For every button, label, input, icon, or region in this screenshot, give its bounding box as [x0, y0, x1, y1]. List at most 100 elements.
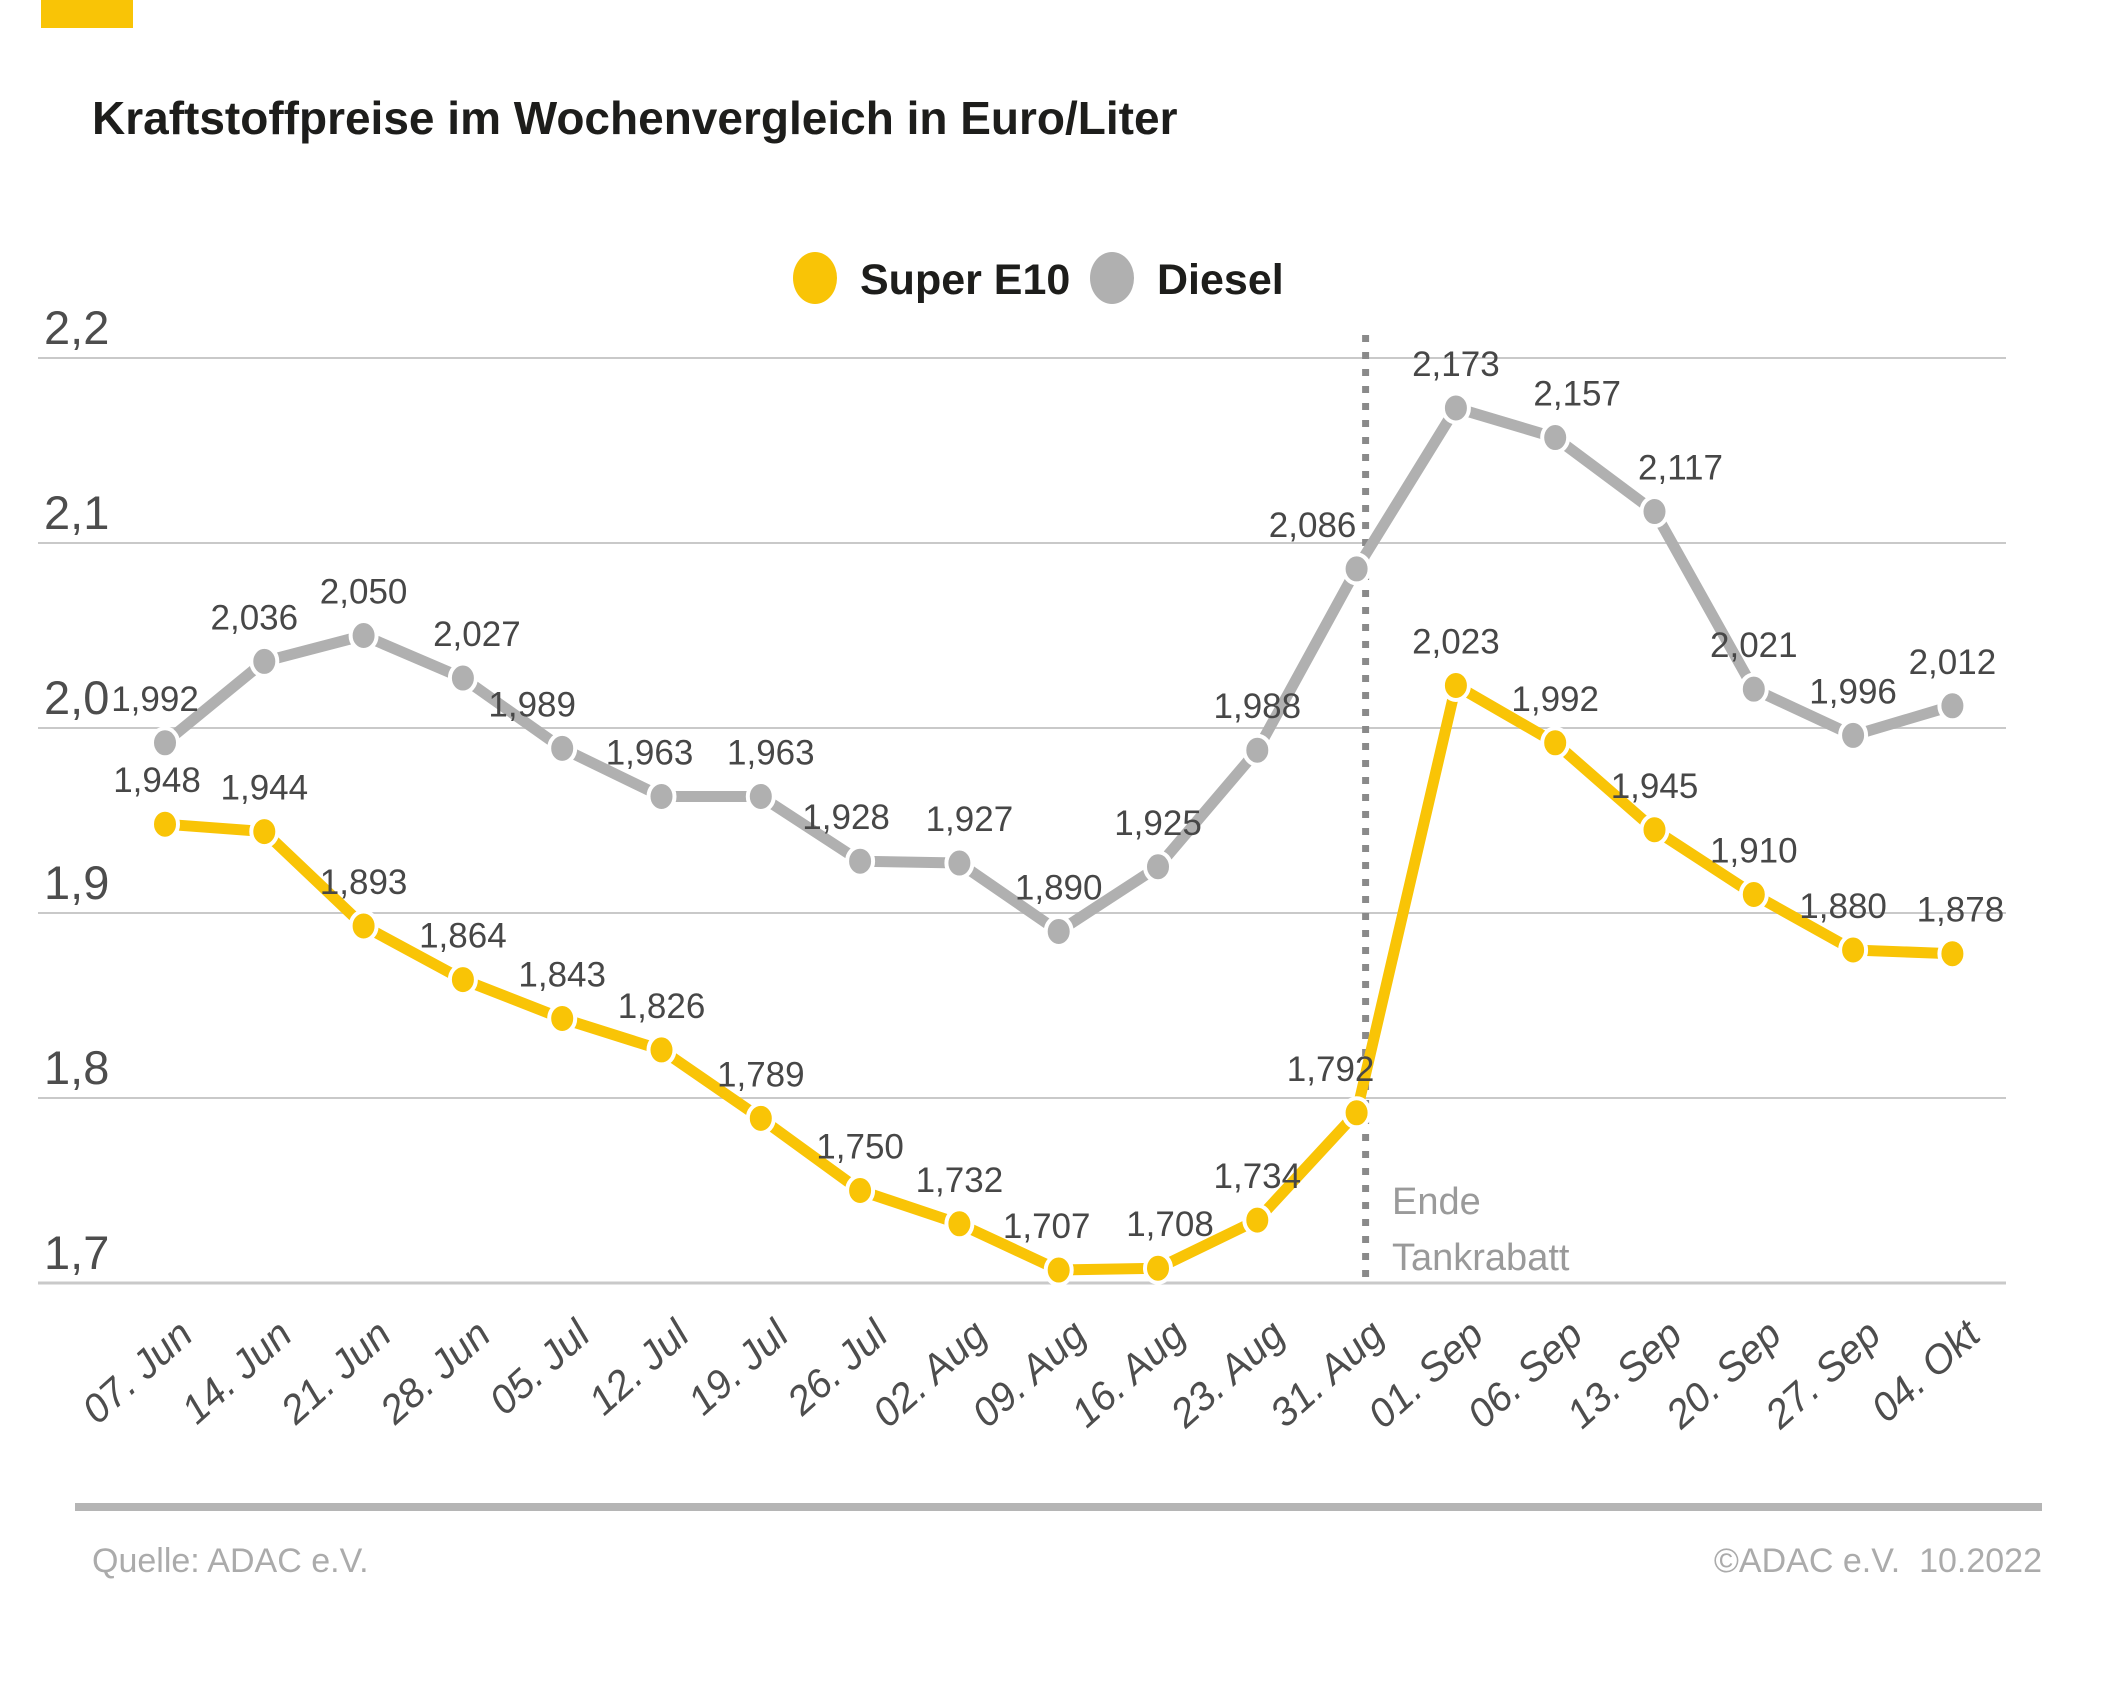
data-point — [447, 661, 478, 695]
data-point — [150, 807, 180, 841]
data-point — [1937, 937, 1968, 971]
y-tick-label: 2,0 — [44, 671, 109, 724]
data-label: 2,012 — [1909, 643, 1997, 682]
footer-source: Quelle: ADAC e.V. — [92, 1542, 369, 1580]
x-tick-label: 21. Jun — [272, 1312, 400, 1433]
x-tick-label: 23. Aug — [1162, 1312, 1294, 1437]
data-label: 2,157 — [1533, 375, 1621, 414]
vline-annotation-line2: Tankrabatt — [1392, 1237, 1570, 1279]
data-point — [1143, 1251, 1173, 1285]
y-tick-label: 2,1 — [44, 486, 109, 539]
legend-dot-super-e10 — [793, 252, 837, 304]
data-point — [547, 1001, 578, 1035]
footer-divider — [75, 1503, 2042, 1511]
data-point — [249, 644, 280, 678]
data-point — [1738, 878, 1769, 911]
data-label: 1,944 — [221, 769, 309, 808]
data-label: 2,027 — [433, 615, 521, 654]
data-point — [745, 1101, 776, 1135]
data-label: 1,893 — [320, 863, 408, 902]
x-tick-label: 12. Jul — [580, 1311, 698, 1423]
legend-label-diesel: Diesel — [1157, 256, 1284, 304]
data-label: 1,734 — [1214, 1157, 1302, 1196]
data-point — [447, 963, 478, 997]
data-point — [944, 846, 975, 880]
data-label: 2,086 — [1269, 506, 1357, 545]
footer-copyright: ©ADAC e.V. 10.2022 — [1714, 1542, 2042, 1580]
x-tick-label: 14. Jun — [173, 1312, 300, 1433]
footer: Quelle: ADAC e.V. ©ADAC e.V. 10.2022 — [75, 1503, 2042, 1580]
y-tick-label: 1,8 — [44, 1041, 109, 1094]
data-point — [1738, 672, 1769, 706]
x-tick-label: 28. Jun — [371, 1312, 499, 1433]
data-point — [845, 844, 876, 878]
data-point — [1540, 421, 1571, 455]
data-label: 1,843 — [518, 955, 606, 994]
data-point — [646, 779, 677, 813]
data-label: 1,880 — [1799, 887, 1887, 926]
y-tick-label: 1,7 — [44, 1226, 109, 1279]
data-label: 1,992 — [111, 680, 199, 719]
data-label: 1,750 — [816, 1128, 904, 1167]
data-label: 2,173 — [1412, 345, 1500, 384]
y-tick-label: 1,9 — [44, 856, 109, 909]
data-label: 1,989 — [488, 685, 576, 724]
data-point — [547, 731, 578, 765]
data-point — [944, 1207, 975, 1241]
data-point — [1242, 733, 1273, 767]
data-point — [646, 1033, 677, 1067]
data-label: 1,992 — [1511, 680, 1599, 719]
data-point — [845, 1174, 876, 1207]
data-point — [1838, 933, 1869, 967]
brand-corner-tab — [41, 0, 133, 28]
x-tick-label: 19. Jul — [680, 1311, 798, 1423]
data-label: 2,036 — [211, 598, 299, 637]
x-tick-label: 05. Jul — [481, 1311, 599, 1423]
legend-dot-diesel — [1090, 252, 1134, 304]
data-point — [249, 815, 280, 849]
data-label: 1,878 — [1917, 891, 2005, 930]
data-point — [1143, 850, 1173, 884]
data-label: 1,789 — [717, 1055, 805, 1094]
data-point — [348, 619, 379, 652]
data-label: 1,988 — [1214, 687, 1302, 726]
data-label: 2,021 — [1710, 626, 1798, 665]
legend: Super E10 Diesel — [793, 252, 1284, 304]
data-label: 1,826 — [618, 987, 706, 1026]
data-point — [1937, 689, 1968, 723]
vline-annotation-line1: Ende — [1392, 1181, 1481, 1223]
page-title: Kraftstoffpreise im Wochenvergleich in E… — [92, 92, 1178, 144]
data-label: 1,732 — [916, 1161, 1004, 1200]
data-label: 1,928 — [802, 798, 890, 837]
x-tick-label: 07. Jun — [74, 1312, 201, 1433]
vline-annotation: Ende Tankrabatt — [1392, 1181, 1570, 1279]
data-label: 1,925 — [1114, 804, 1202, 843]
data-label: 1,948 — [113, 761, 201, 800]
data-point — [348, 909, 379, 943]
data-label: 1,963 — [727, 733, 815, 772]
data-label: 1,910 — [1710, 832, 1798, 871]
data-label: 1,864 — [419, 917, 507, 956]
data-point — [1440, 668, 1471, 702]
data-label: 1,890 — [1015, 869, 1103, 908]
data-label: 1,945 — [1611, 767, 1699, 806]
data-point — [1043, 915, 1074, 948]
legend-label-super-e10: Super E10 — [860, 256, 1070, 304]
data-point — [1440, 391, 1471, 425]
data-label: 1,792 — [1287, 1050, 1375, 1089]
y-tick-label: 2,2 — [44, 301, 109, 354]
data-label: 1,707 — [1003, 1207, 1091, 1246]
data-point — [1341, 1096, 1372, 1130]
x-tick-label: 04. Okt — [1863, 1311, 1990, 1431]
data-point — [1242, 1203, 1273, 1237]
data-label: 1,963 — [606, 733, 694, 772]
data-point — [150, 726, 180, 760]
data-point — [1639, 495, 1670, 529]
data-label: 1,927 — [926, 800, 1014, 839]
data-label: 1,708 — [1126, 1205, 1214, 1244]
data-point — [1540, 726, 1571, 760]
data-label: 1,996 — [1809, 672, 1897, 711]
